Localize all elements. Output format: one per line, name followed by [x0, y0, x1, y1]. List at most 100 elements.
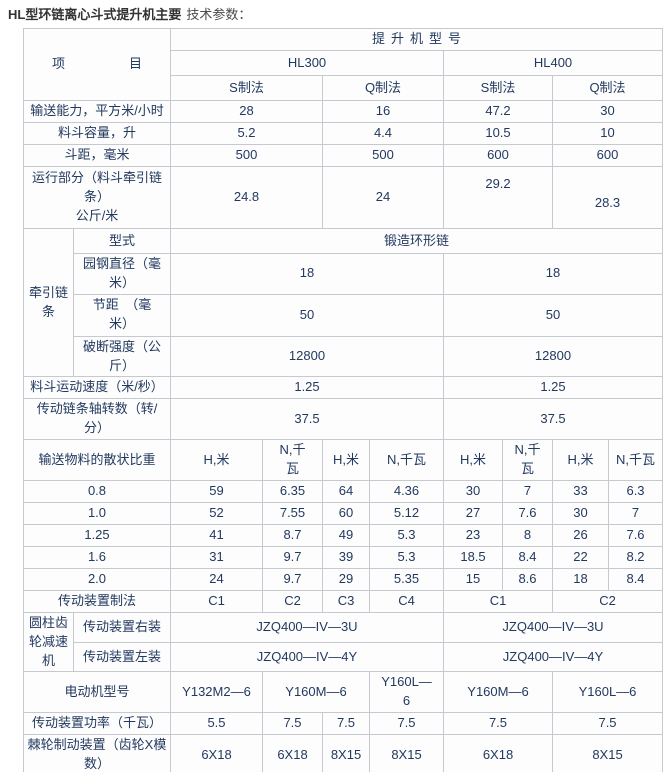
capacity-value: 28 — [170, 100, 323, 123]
header-model-title: 提升机型号 — [169, 28, 664, 51]
reducer-left-value: JZQ400—IV—4Y — [170, 641, 444, 673]
drive-method-value: C2 — [551, 590, 664, 613]
page-title: HL型环链离心斗式提升机主要 技术参数： — [8, 4, 667, 23]
header-method: Q制法 — [551, 75, 664, 101]
bulk-value: 6.3 — [607, 480, 664, 504]
drive-method-value: C4 — [369, 590, 444, 613]
row-label-chain-type: 型式 — [73, 228, 171, 254]
motor-model-value: Y160M—6 — [443, 671, 553, 714]
bulk-value: 18 — [552, 568, 609, 592]
bucket-pitch-value: 600 — [551, 144, 664, 167]
chain-pitch-value: 50 — [442, 293, 664, 337]
header-item-left: 项 — [52, 56, 66, 72]
bulk-value: 5.35 — [369, 568, 444, 592]
bulk-value: 8.7 — [262, 524, 323, 548]
bucket-volume-value: 5.2 — [170, 122, 323, 145]
bulk-col-header: N,千 瓦 — [262, 439, 323, 482]
drive-method-value: C3 — [322, 590, 370, 613]
bulk-col-header: N,千 瓦 — [502, 439, 553, 482]
header-method: S制法 — [443, 75, 553, 101]
bulk-value: 9.7 — [262, 568, 323, 592]
row-label-ratchet-brake: 棘轮制动装置（齿轮X模 数） — [23, 734, 171, 772]
bulk-value: 24 — [170, 568, 263, 592]
row-label-bucket-pitch: 斗距，毫米 — [23, 144, 171, 167]
bulk-value: 15 — [443, 568, 503, 592]
drive-method-value: C1 — [170, 590, 263, 613]
bucket-volume-value: 10.5 — [443, 122, 553, 145]
bulk-value: 7 — [607, 502, 664, 526]
bulk-value: 9.7 — [262, 546, 323, 570]
bulk-value: 7.55 — [262, 502, 323, 526]
running-part-value: 24.8 — [170, 166, 323, 229]
bulk-row-label: 0.8 — [23, 480, 171, 504]
bulk-value: 26 — [552, 524, 609, 548]
row-label-reducer-right: 传动装置右装 — [73, 611, 171, 643]
drive-method-value: C1 — [443, 590, 553, 613]
bulk-value: 8 — [502, 524, 553, 548]
bulk-value: 60 — [322, 502, 370, 526]
motor-model-value: Y132M2—6 — [170, 671, 263, 714]
rod-diameter-value: 18 — [442, 253, 664, 295]
bulk-value: 64 — [322, 480, 370, 504]
running-part-value: 28.3 — [551, 166, 664, 229]
bulk-col-header: N,千瓦 — [607, 439, 664, 482]
bucket-pitch-value: 500 — [322, 144, 444, 167]
bulk-value: 5.12 — [369, 502, 444, 526]
bulk-value: 29 — [322, 568, 370, 592]
row-label-running-part: 运行部分（料斗牵引链 条） 公斤/米 — [23, 166, 171, 229]
bulk-value: 39 — [322, 546, 370, 570]
bulk-row-label: 2.0 — [23, 568, 171, 592]
header-method: S制法 — [170, 75, 323, 101]
bulk-value: 18.5 — [443, 546, 503, 570]
motor-model-value: Y160M—6 — [262, 671, 370, 714]
bulk-value: 5.3 — [369, 524, 444, 548]
bulk-value: 7 — [502, 480, 553, 504]
capacity-value: 30 — [551, 100, 664, 123]
drive-power-value: 7.5 — [551, 712, 664, 736]
row-label-shaft-speed: 传动链条轴转数（转/分） — [23, 398, 171, 441]
row-label-motor-model: 电动机型号 — [23, 671, 171, 714]
bulk-value: 4.36 — [369, 480, 444, 504]
row-label-bulk-density: 输送物料的散状比重 — [23, 439, 171, 482]
bulk-value: 8.4 — [607, 568, 664, 592]
chain-type-value: 锻造环形链 — [169, 228, 664, 254]
bulk-value: 59 — [170, 480, 263, 504]
bulk-value: 31 — [170, 546, 263, 570]
motor-model-value: Y160L—6 — [551, 671, 664, 714]
ratchet-brake-value: 6X18 — [262, 734, 323, 772]
bucket-pitch-value: 600 — [443, 144, 553, 167]
bulk-value: 22 — [552, 546, 609, 570]
capacity-value: 16 — [322, 100, 444, 123]
ratchet-brake-value: 6X18 — [170, 734, 263, 772]
chain-pitch-value: 50 — [170, 293, 444, 337]
running-part-value: 29.2 — [443, 166, 553, 229]
bulk-col-header: N,千瓦 — [369, 439, 444, 482]
breaking-strength-value: 12800 — [442, 335, 664, 378]
drive-method-value: C2 — [262, 590, 323, 613]
bucket-volume-value: 10 — [551, 122, 664, 145]
bucket-speed-value: 1.25 — [442, 376, 664, 400]
header-item-cell: 项 目 — [23, 28, 171, 101]
bulk-value: 30 — [443, 480, 503, 504]
bulk-value: 30 — [552, 502, 609, 526]
row-label-bucket-speed: 料斗运动速度（米/秒） — [23, 376, 171, 400]
row-label-reducer-left: 传动装置左装 — [73, 641, 171, 673]
specs-table: 项 目 提升机型号 HL300 HL400 S制法 Q制法 S制法 Q制法 输送… — [23, 28, 664, 772]
ratchet-brake-value: 8X15 — [369, 734, 444, 772]
bulk-col-header: H,米 — [322, 439, 370, 482]
shaft-speed-value: 37.5 — [170, 398, 444, 441]
reducer-left-value: JZQ400—IV—4Y — [442, 641, 664, 673]
row-label-bucket-volume: 料斗容量，升 — [23, 122, 171, 145]
bulk-value: 8.2 — [607, 546, 664, 570]
drive-power-value: 7.5 — [322, 712, 370, 736]
bulk-value: 7.6 — [502, 502, 553, 526]
drive-power-value: 5.5 — [170, 712, 263, 736]
bulk-row-label: 1.0 — [23, 502, 171, 526]
shaft-speed-value: 37.5 — [442, 398, 664, 441]
drive-power-value: 7.5 — [369, 712, 444, 736]
drive-power-value: 7.5 — [262, 712, 323, 736]
page-title-rest: 技术参数： — [186, 7, 252, 22]
bulk-value: 7.6 — [607, 524, 664, 548]
bulk-value: 6.35 — [262, 480, 323, 504]
